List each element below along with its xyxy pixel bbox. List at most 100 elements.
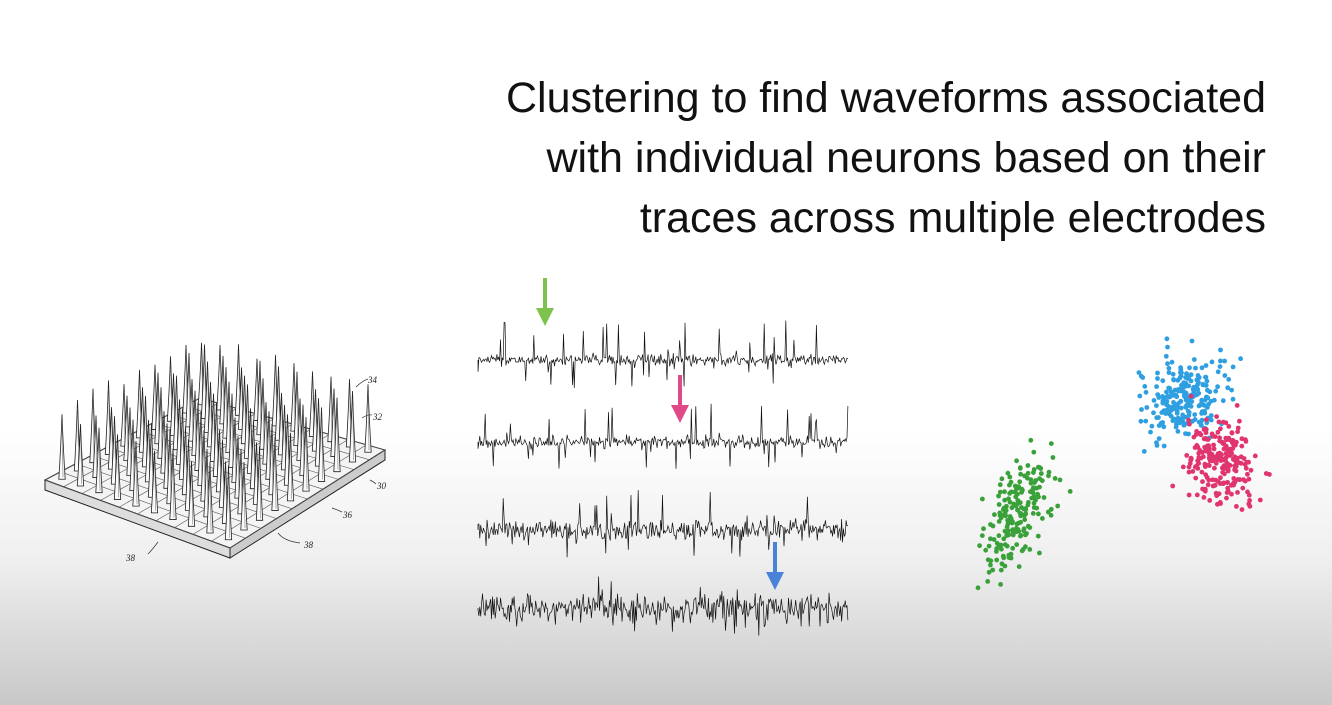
cluster-point: [983, 547, 989, 553]
green-cluster: [975, 437, 1073, 591]
cluster-point: [1246, 492, 1252, 498]
cluster-point: [1028, 480, 1034, 486]
electrode-needle: [364, 384, 372, 453]
cluster-point: [1197, 430, 1203, 436]
cluster-point: [988, 562, 993, 568]
cluster-point: [1212, 465, 1217, 471]
cluster-point: [1224, 480, 1230, 485]
cluster-point: [1170, 392, 1176, 397]
cluster-point: [1007, 514, 1013, 519]
cluster-point: [1166, 404, 1171, 409]
cluster-point: [975, 585, 981, 591]
cluster-point: [1220, 481, 1225, 486]
cluster-point: [1055, 503, 1061, 509]
cluster-point: [1166, 370, 1172, 375]
cluster-point: [1140, 375, 1146, 380]
cluster-point: [1052, 476, 1058, 481]
cluster-point: [1028, 489, 1033, 495]
cluster-point: [1177, 375, 1183, 381]
cluster-point: [1181, 383, 1186, 388]
cluster-point: [986, 543, 992, 549]
cluster-point: [999, 476, 1005, 482]
cluster-point: [1168, 413, 1174, 419]
cluster-point: [1165, 344, 1170, 350]
cluster-point: [1154, 403, 1159, 408]
cluster-point: [1186, 373, 1191, 379]
cluster-point: [1186, 492, 1192, 498]
cluster-point: [1243, 437, 1248, 443]
cluster-point: [1203, 363, 1209, 368]
cluster-point: [1166, 365, 1172, 371]
cluster-point: [1034, 505, 1040, 511]
cluster-point: [1025, 463, 1031, 468]
cluster-point: [1245, 471, 1250, 477]
cluster-point: [1204, 378, 1210, 384]
cluster-point: [1229, 387, 1234, 393]
cluster-point: [1238, 460, 1244, 466]
cluster-point: [1019, 548, 1025, 554]
cluster-point: [1019, 486, 1025, 492]
cluster-point: [1148, 429, 1153, 435]
cluster-point: [1210, 477, 1215, 483]
cluster-point: [1156, 436, 1162, 441]
cluster-point: [1143, 389, 1149, 395]
cluster-point: [1017, 465, 1023, 471]
cluster-point: [1175, 429, 1181, 434]
cluster-point: [1046, 473, 1051, 479]
electrode-needle: [150, 450, 159, 514]
electrode-needle: [169, 448, 177, 520]
cluster-point: [1035, 533, 1041, 539]
cluster-point: [1017, 510, 1023, 516]
cluster-point: [1248, 467, 1254, 473]
slide-title: Clustering to find waveforms associated …: [366, 68, 1266, 248]
cluster-point: [1169, 359, 1175, 365]
cluster-point: [1216, 419, 1222, 425]
cluster-point: [1000, 512, 1006, 518]
cluster-point: [1187, 365, 1192, 371]
label-36: 36: [342, 510, 353, 520]
electrode-needle: [317, 407, 326, 482]
cluster-point: [1160, 420, 1165, 425]
cluster-point: [1207, 498, 1213, 503]
trace-4: [477, 576, 849, 636]
cluster-point: [1199, 423, 1204, 428]
cluster-point: [1154, 415, 1160, 421]
cluster-point: [1218, 358, 1223, 364]
cluster-point: [1252, 453, 1258, 459]
cluster-point: [1202, 486, 1208, 492]
cluster-point: [1010, 545, 1016, 551]
cluster-point: [1178, 365, 1183, 370]
cluster-point: [1037, 484, 1042, 490]
cluster-point: [1225, 485, 1231, 491]
cluster-point: [1021, 506, 1027, 512]
cluster-point: [1205, 482, 1211, 488]
cluster-point: [1025, 470, 1031, 476]
cluster-point: [1021, 528, 1027, 534]
cluster-point: [1187, 461, 1193, 466]
cluster-point: [1202, 397, 1208, 403]
cluster-point: [1206, 448, 1212, 453]
cluster-point: [1009, 505, 1015, 511]
cluster-point: [997, 482, 1003, 488]
cluster-point: [1220, 398, 1226, 404]
cluster-point: [1036, 511, 1041, 517]
cluster-point: [990, 567, 996, 573]
cluster-point: [1154, 443, 1160, 448]
cluster-point: [1215, 501, 1220, 507]
cluster-point: [1171, 377, 1176, 382]
cluster-point: [1160, 394, 1165, 399]
cluster-point: [1218, 475, 1223, 481]
cluster-point: [1224, 495, 1229, 501]
trace-3: [477, 490, 848, 558]
cluster-point: [1202, 461, 1208, 467]
cluster-point: [1228, 447, 1234, 453]
cluster-point: [994, 557, 1000, 563]
cluster-point: [997, 489, 1003, 495]
cluster-point: [1016, 520, 1021, 526]
cluster-point: [1235, 429, 1240, 435]
cluster-point: [1237, 477, 1243, 483]
cluster-point: [1149, 423, 1155, 429]
cluster-point: [1221, 441, 1227, 447]
cluster-point: [1161, 424, 1167, 430]
electrode-needle: [113, 434, 122, 500]
